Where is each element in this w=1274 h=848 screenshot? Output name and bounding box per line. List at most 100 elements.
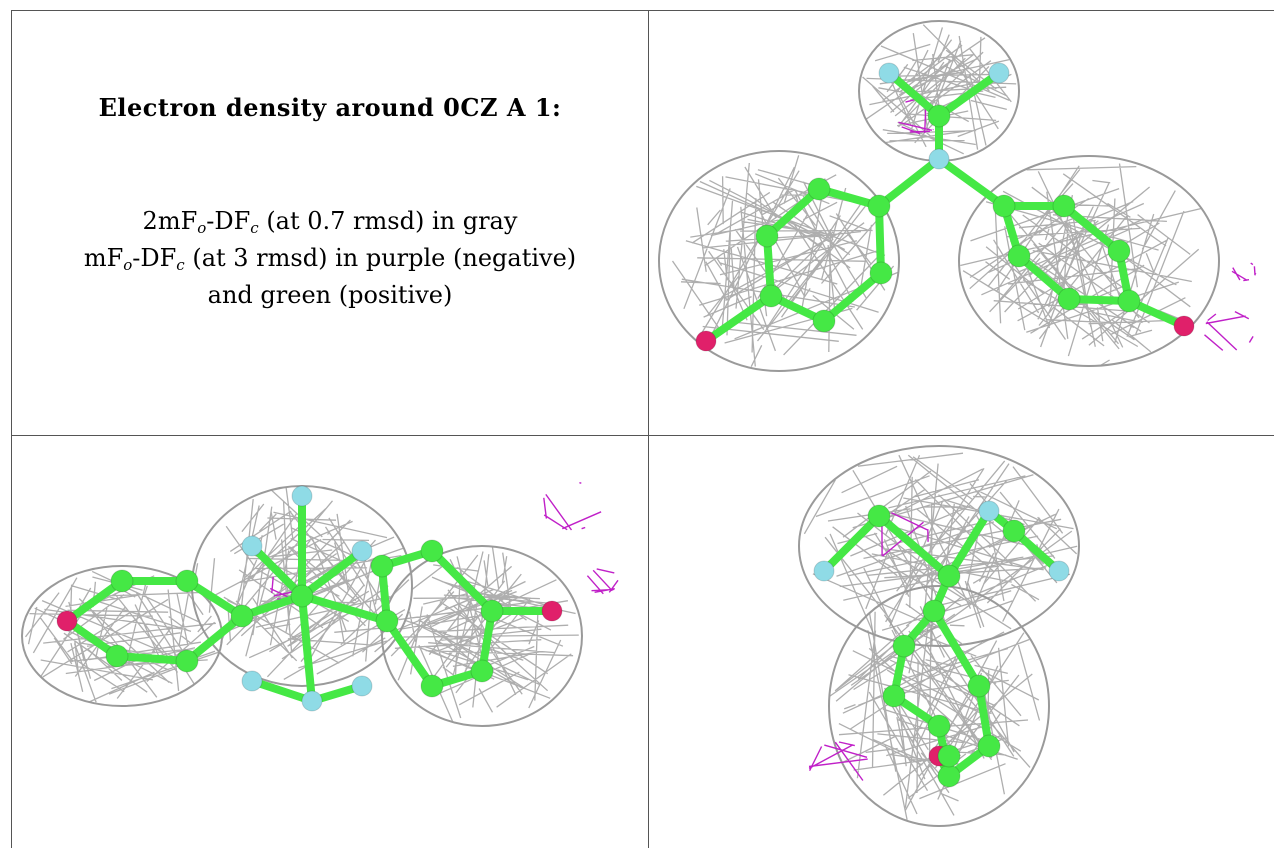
negative-density-mesh [1204,310,1254,351]
density-view-top-right [649,11,1274,435]
density-view-bottom-right [649,436,1274,848]
row-divider [11,435,1274,436]
bond [298,592,391,625]
bond [248,542,306,600]
carbon-atom [420,674,444,698]
bond [63,577,126,625]
fluorine-atom [351,540,373,562]
bond [702,292,775,345]
density-mesh-outline [958,155,1220,367]
carbon-atom [977,734,1001,758]
fluorine-atom [813,560,835,582]
fluorine-atom [1048,560,1070,582]
oxygen-atom [1173,315,1195,337]
carbon-atom [1057,287,1081,311]
carbon-atom [882,684,906,708]
bond [183,612,246,665]
bond [935,69,1003,120]
bond [1060,202,1123,255]
bond [763,185,823,240]
carbon-atom [1002,519,1026,543]
fluorine-atom [241,670,263,692]
negative-density-mesh [808,741,868,781]
bond [298,592,316,705]
carbon-atom [1117,289,1141,313]
density-mesh-outline [381,545,583,727]
bond [820,269,885,325]
legend-cell: Electron density around 0CZ A 1: 2mFo-DF… [12,11,648,435]
carbon-atom [937,764,961,788]
density-mesh-outline [828,585,1050,827]
legend-line-fofc: mFo-DFc (at 3 rmsd) in purple (negative) [83,244,577,274]
carbon-atom [937,564,961,588]
carbon-atom [869,261,893,285]
carbon-atom [867,194,891,218]
carbon-atom [375,609,399,633]
density-mesh-outline [658,150,900,372]
carbon-atom [175,569,199,593]
page-title: Electron density around 0CZ A 1: [98,93,562,122]
bond [383,617,436,690]
table-frame [11,10,1274,848]
carbon-atom [110,569,134,593]
legend-text: 2mFo-DFc (at 0.7 rmsd) in gray mFo-DFc (… [12,203,648,314]
carbon-atom [867,504,891,528]
fluorine-atom [351,675,373,697]
molecule-render [798,445,1080,827]
column-divider [648,10,649,848]
legend-line-2fofc: 2mFo-DFc (at 0.7 rmsd) in gray [142,207,518,237]
carbon-atom [967,674,991,698]
bond [875,202,885,277]
molecule-render [658,20,1257,372]
carbon-atom [1007,244,1031,268]
carbon-atom [992,194,1016,218]
oxygen-atom [541,600,563,622]
carbon-atom [370,554,394,578]
carbon-atom [937,744,961,768]
negative-density-mesh [543,482,602,531]
density-mesh [803,452,1078,646]
carbon-atom [927,104,951,128]
negative-density-mesh [898,97,934,135]
bond [113,652,191,665]
carbon-atom [470,659,494,683]
carbon-atom [892,634,916,658]
bond [875,512,953,580]
negative-density-mesh [586,568,619,595]
fluorine-atom [291,485,313,507]
carbon-atom [230,604,254,628]
carbon-atom [812,309,836,333]
carbon-atom [290,584,314,608]
density-mesh [829,587,1041,820]
bond [248,677,316,705]
carbon-atom [755,224,779,248]
bond [428,547,496,615]
carbon-atom [927,714,951,738]
negative-density-mesh [1231,262,1257,282]
oxygen-atom [695,330,717,352]
bond [298,547,366,600]
legend-line-positive: and green (positive) [207,281,453,309]
fluorine-atom [928,148,950,170]
fluorine-atom [988,62,1010,84]
oxygen-atom [56,610,78,632]
carbon-atom [807,177,831,201]
carbon-atom [420,539,444,563]
fluorine-atom [301,690,323,712]
density-view-bottom-left [12,436,648,848]
carbon-atom [480,599,504,623]
carbon-atom [175,649,199,673]
fluorine-atom [241,535,263,557]
bond [820,512,883,575]
bond [945,507,993,580]
carbon-atom [1107,239,1131,263]
carbon-atom [759,284,783,308]
carbon-atom [105,644,129,668]
carbon-atom [1052,194,1076,218]
fluorine-atom [878,62,900,84]
fluorine-atom [978,500,1000,522]
bond [930,607,983,690]
bond [935,155,1008,210]
molecule-render [21,482,619,727]
carbon-atom [922,599,946,623]
